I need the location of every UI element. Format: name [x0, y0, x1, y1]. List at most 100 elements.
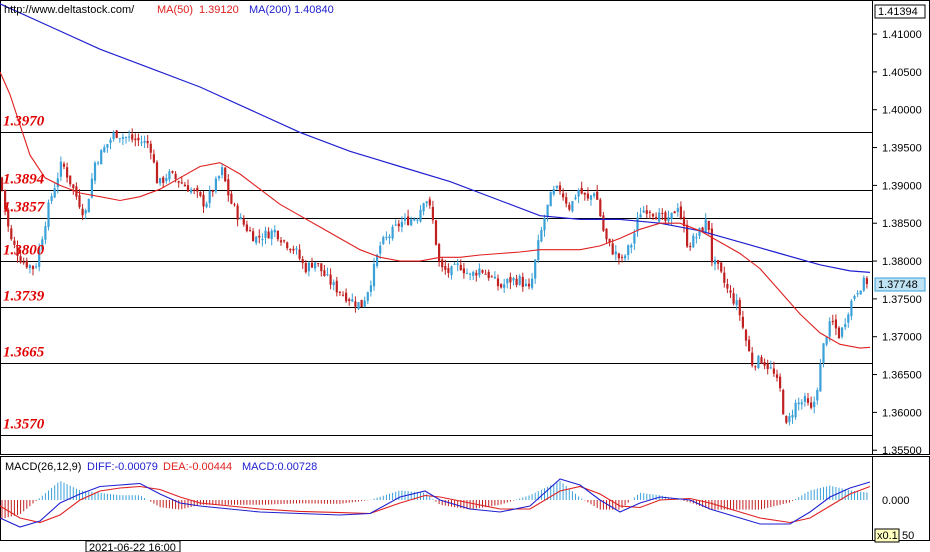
candle-body — [345, 292, 348, 302]
candle-body — [87, 199, 90, 213]
candle-body — [608, 238, 611, 243]
candle-body — [673, 211, 676, 214]
candle-body — [478, 268, 481, 276]
candle-body — [152, 154, 155, 163]
zoom-box[interactable] — [874, 528, 900, 543]
candle-body — [534, 259, 537, 279]
candle-body — [366, 292, 369, 301]
candle-body — [329, 274, 332, 285]
candle-body — [645, 210, 648, 214]
candle-body — [407, 216, 410, 225]
macd-diff-line — [0, 478, 871, 528]
candle-body — [577, 190, 580, 197]
candle-body — [19, 256, 22, 263]
candle-body — [162, 177, 165, 183]
price-tick-label: 1.39000 — [882, 180, 922, 192]
candle-body — [831, 321, 834, 323]
price-tick-label: 1.41000 — [882, 29, 922, 41]
candle-body — [593, 193, 596, 197]
candle-body — [146, 141, 149, 144]
candle-body — [112, 132, 115, 140]
candle-body — [388, 236, 391, 238]
candle-body — [56, 178, 59, 187]
level-label: 1.3857 — [3, 200, 45, 216]
candle-body — [620, 256, 624, 258]
candle-body — [630, 245, 633, 248]
candle-body — [351, 299, 354, 302]
source-url[interactable]: http://www.deltastock.com/ — [4, 4, 135, 16]
candle-body — [84, 210, 87, 214]
candle-body — [227, 179, 230, 196]
macd-bottom-tick: 50 — [902, 530, 914, 542]
candle-body — [580, 187, 583, 194]
candle-body — [806, 398, 810, 403]
candle-body — [72, 184, 75, 189]
candle-body — [221, 167, 224, 176]
zoom-label[interactable]: x0.1 — [877, 530, 898, 542]
candle-body — [279, 240, 283, 243]
candle-body — [264, 230, 267, 238]
macd-value-label: MACD:0.00728 — [242, 461, 317, 473]
candle-body — [810, 402, 813, 408]
candle-body — [50, 196, 53, 201]
candle-body — [701, 227, 704, 232]
candle-body — [391, 226, 394, 239]
ma200-label: MA(200) — [249, 4, 291, 16]
candle-body — [97, 162, 100, 164]
candle-body — [472, 271, 475, 276]
candle-body — [775, 374, 779, 378]
candle-body — [748, 339, 751, 352]
candle-body — [348, 299, 351, 302]
candle-body — [131, 134, 134, 140]
candle-body — [605, 228, 608, 240]
candle-body — [689, 246, 692, 248]
candle-body — [4, 189, 7, 210]
candle-body — [614, 251, 617, 255]
candle-body — [186, 185, 190, 192]
price-tick-label: 1.35500 — [882, 445, 922, 457]
candle-body — [183, 184, 186, 187]
candle-body — [211, 190, 214, 192]
candle-body — [354, 301, 357, 307]
candle-body — [242, 218, 245, 225]
candle-body — [456, 263, 459, 265]
candle-body — [518, 276, 521, 285]
candle-body — [270, 230, 273, 239]
candle-body — [720, 262, 723, 272]
candle-body — [59, 161, 62, 177]
candle-body — [31, 265, 35, 270]
candle-body — [515, 278, 518, 286]
top-price-box — [874, 4, 926, 19]
macd-dea-line — [0, 485, 871, 524]
price-tick-label: 1.38000 — [882, 256, 922, 268]
candle-body — [165, 178, 168, 181]
candle-body — [453, 263, 456, 265]
candle-body — [648, 211, 651, 213]
candle-body — [568, 204, 571, 210]
candle-body — [751, 352, 754, 366]
candle-body — [447, 268, 450, 273]
top-price: 1.41394 — [878, 6, 918, 18]
candle-body — [704, 219, 707, 233]
candle-body — [422, 203, 425, 212]
candle-body — [196, 187, 199, 192]
candle-body — [617, 253, 620, 259]
candle-body — [636, 217, 639, 232]
candle-body — [803, 396, 806, 402]
candle-body — [531, 278, 534, 288]
candle-body — [599, 199, 602, 217]
candle-body — [47, 202, 50, 227]
candle-body — [853, 295, 856, 299]
ma200-line — [0, 3, 871, 273]
candle-body — [698, 227, 701, 236]
candle-body — [267, 231, 270, 239]
candle-body — [298, 249, 301, 259]
candle-body — [304, 263, 307, 273]
candle-body — [676, 208, 679, 212]
candle-body — [509, 276, 512, 283]
candle-body — [310, 262, 314, 268]
candle-body — [93, 162, 97, 181]
candle-body — [465, 273, 469, 275]
price-tick-label: 1.38500 — [882, 218, 922, 230]
candle-body — [258, 235, 261, 238]
